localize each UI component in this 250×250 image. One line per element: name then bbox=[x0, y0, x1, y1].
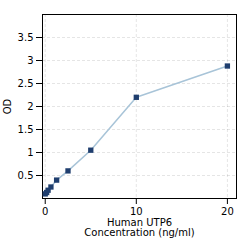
svg-text:2: 2 bbox=[27, 101, 33, 112]
svg-text:1.5: 1.5 bbox=[18, 124, 34, 135]
svg-text:OD: OD bbox=[2, 98, 13, 114]
svg-text:2.5: 2.5 bbox=[18, 78, 34, 89]
svg-text:0.5: 0.5 bbox=[18, 170, 34, 181]
svg-text:3: 3 bbox=[27, 55, 33, 66]
svg-text:1: 1 bbox=[27, 147, 33, 158]
svg-text:10: 10 bbox=[130, 206, 143, 217]
svg-text:0: 0 bbox=[42, 206, 48, 217]
svg-text:3.5: 3.5 bbox=[18, 32, 34, 43]
svg-text:Human UTP6Concentration (ng/ml: Human UTP6Concentration (ng/ml) bbox=[84, 217, 194, 238]
svg-text:20: 20 bbox=[221, 206, 234, 217]
